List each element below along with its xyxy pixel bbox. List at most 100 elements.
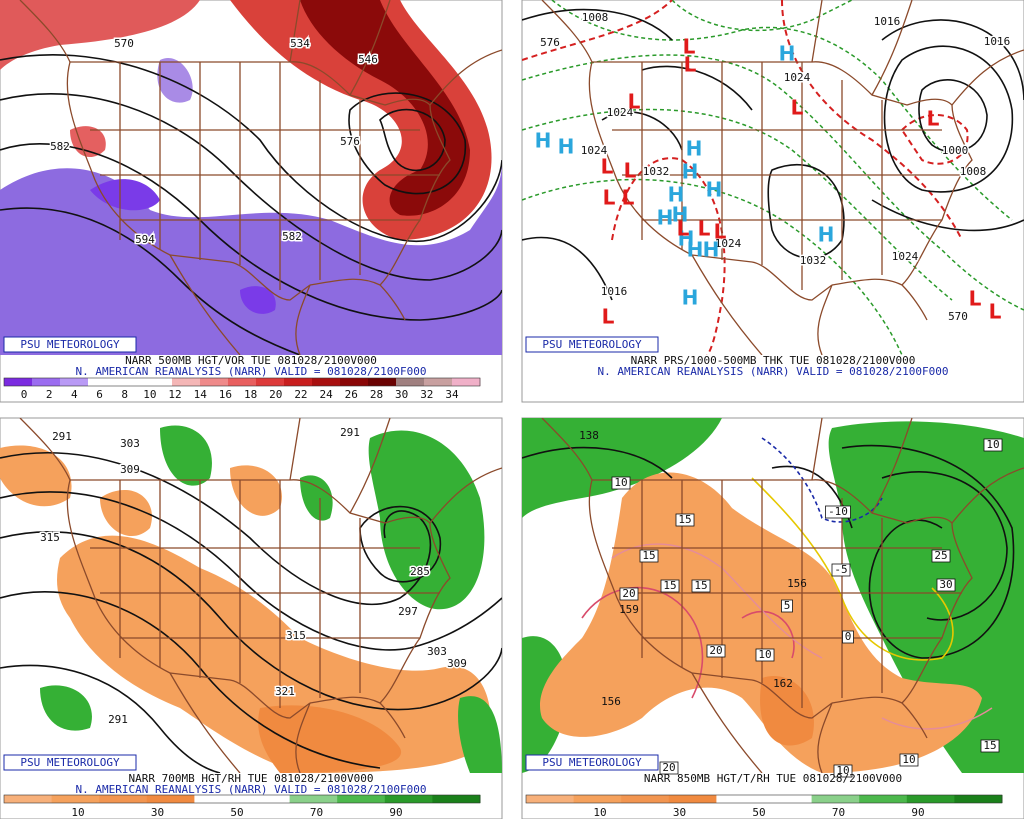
colorbar-segment — [60, 378, 89, 386]
high-center: H — [678, 227, 695, 251]
badge: PSU METEOROLOGY — [20, 756, 120, 769]
contour-label: 1024 — [784, 71, 811, 84]
contour-label: 10 — [614, 476, 627, 489]
colorbar-label: 10 — [593, 806, 606, 819]
contour-label: 582 — [50, 140, 70, 153]
colorbar-label: 50 — [230, 806, 243, 819]
colorbar-segment — [172, 378, 201, 386]
colorbar-segment — [51, 795, 100, 803]
colorbar-label: 28 — [370, 388, 383, 401]
colorbar-segment — [764, 795, 813, 803]
colorbar-label: 90 — [389, 806, 402, 819]
contour-label: 10 — [836, 764, 849, 777]
panel-subtitle: N. AMERICAN REANALYSIS (NARR) VALID = 08… — [76, 365, 427, 378]
colorbar-label: 30 — [395, 388, 408, 401]
colorbar-segment — [573, 795, 622, 803]
colorbar-label: 2 — [46, 388, 53, 401]
colorbar-segment — [289, 795, 338, 803]
label-box — [833, 764, 853, 778]
contour-label: 20 — [709, 644, 722, 657]
colorbar-segment — [4, 378, 33, 386]
label-box — [825, 505, 851, 519]
panel-title: NARR 500MB HGT/VOR TUE 081028/2100V000 — [125, 354, 377, 367]
label-box — [983, 438, 1003, 452]
contour-label: 1024 — [607, 106, 634, 119]
colorbar-label: 50 — [752, 806, 765, 819]
colorbar-label: 0 — [21, 388, 28, 401]
high-center: H — [668, 183, 685, 207]
label-box — [691, 579, 711, 593]
high-center: H — [558, 135, 575, 159]
colorbar-label: 30 — [151, 806, 164, 819]
contour-label: 291 — [108, 713, 128, 726]
colorbar-label: 70 — [832, 806, 845, 819]
colorbar-frame — [525, 794, 1003, 804]
label-box — [931, 549, 951, 563]
contour-label: 30 — [939, 578, 952, 591]
colorbar-label: 24 — [319, 388, 333, 401]
colorbar-segment — [906, 795, 955, 803]
contour-label: 15 — [694, 579, 707, 592]
panel-title: NARR 700MB HGT/RH TUE 081028/2100V000 — [128, 772, 373, 785]
contour-label: 303 — [427, 645, 447, 658]
low-center: L — [989, 300, 1002, 324]
contour-label: 1000 — [942, 144, 969, 157]
contour-label: 25 — [934, 549, 947, 562]
contour-label: 1008 — [582, 11, 609, 24]
contour-label: 309 — [447, 657, 467, 670]
contour-label: 582 — [282, 230, 302, 243]
colorbar-segment — [424, 378, 453, 386]
contour-label: 315 — [286, 629, 306, 642]
map-area — [0, 418, 502, 773]
colorbar-segment — [340, 378, 369, 386]
contour-label: 285 — [410, 565, 430, 578]
low-center: L — [927, 107, 940, 131]
colorbar-segment — [432, 795, 481, 803]
contour-label: 303 — [120, 437, 140, 450]
label-box — [899, 753, 919, 767]
contour-label: 1024 — [581, 144, 608, 157]
label-box — [980, 739, 1000, 753]
colorbar-segment — [88, 378, 117, 386]
low-center: L — [628, 90, 641, 114]
contour-label: 10 — [902, 753, 915, 766]
high-center: H — [779, 42, 796, 66]
colorbar-segment — [384, 795, 433, 803]
contour-label: 5 — [784, 599, 791, 612]
label-box — [831, 563, 851, 577]
contour-label: 576 — [340, 135, 360, 148]
badge-box — [3, 754, 137, 771]
colorbar-label: 32 — [420, 388, 433, 401]
badge-box — [3, 336, 137, 353]
label-box — [675, 513, 695, 527]
colorbar-segment — [228, 378, 257, 386]
colorbar-segment — [200, 378, 229, 386]
colorbar-segment — [668, 795, 717, 803]
contour-label: 10 — [758, 648, 771, 661]
high-center: H — [818, 223, 835, 247]
colorbar-label: 16 — [219, 388, 232, 401]
colorbar-label: 26 — [345, 388, 358, 401]
label-box — [842, 630, 854, 644]
contour-label: 162 — [773, 677, 793, 690]
low-center: L — [622, 186, 635, 210]
contour-label: 15 — [678, 513, 691, 526]
colorbar-segment — [99, 795, 148, 803]
contour-label: -10 — [828, 505, 848, 518]
colorbar-label: 8 — [121, 388, 128, 401]
colorbar-label: 20 — [269, 388, 282, 401]
colorbar-segment — [146, 795, 195, 803]
badge-box — [525, 336, 659, 353]
contour-label: 570 — [114, 37, 134, 50]
high-center: H — [686, 137, 703, 161]
colorbar-segment — [194, 795, 243, 803]
colorbar-label: 12 — [168, 388, 181, 401]
label-box — [781, 599, 793, 613]
panel-700mb: 291303309315291315303309321291297285PSU … — [0, 417, 503, 819]
colorbar-segment — [256, 378, 285, 386]
colorbar-frame — [3, 377, 481, 387]
contour-label: 20 — [622, 587, 635, 600]
colorbar-label: 22 — [294, 388, 307, 401]
contour-label: 570 — [948, 310, 968, 323]
